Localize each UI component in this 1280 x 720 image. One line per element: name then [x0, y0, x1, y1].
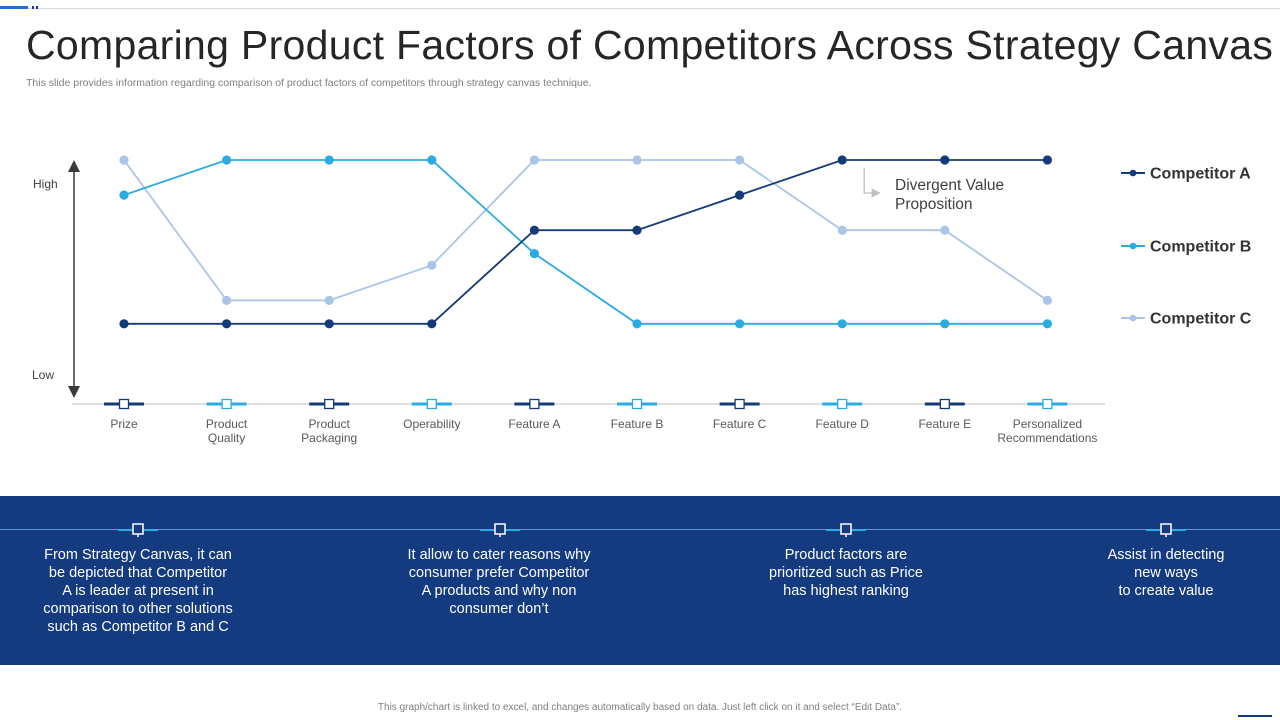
data-point — [632, 319, 642, 329]
legend-swatch-dot — [1129, 242, 1137, 250]
data-point — [324, 155, 334, 165]
x-tick-label: Feature B — [611, 417, 664, 431]
x-tick-marker-box — [734, 398, 745, 410]
x-tick-marker-box — [939, 398, 950, 410]
data-point — [324, 295, 334, 305]
data-point — [529, 155, 540, 165]
legend-swatch-dot — [1129, 314, 1137, 322]
x-tick-label: Feature A — [508, 417, 560, 431]
x-tick-label: Prize — [110, 417, 138, 431]
data-point — [427, 319, 437, 329]
legend-label: Competitor B — [1150, 239, 1251, 256]
insight-note: It allow to cater reasons why consumer p… — [407, 547, 591, 617]
data-point — [837, 319, 847, 329]
page-subtitle: This slide provides information regardin… — [26, 77, 592, 89]
data-point — [940, 225, 950, 235]
insight-note: Product factors are prioritized such as … — [769, 547, 923, 599]
insights-band: From Strategy Canvas, it can be depicted… — [0, 496, 1280, 665]
annotation-arrow — [863, 168, 881, 198]
connector-icon — [826, 523, 866, 537]
x-tick-label: Packaging — [301, 431, 357, 445]
legend-swatch-dot — [1129, 169, 1137, 177]
data-point — [940, 155, 950, 165]
page-title: Comparing Product Factors of Competitors… — [26, 22, 1274, 68]
x-tick-label: Product — [309, 417, 351, 431]
data-point — [940, 319, 950, 329]
connector-icon — [118, 523, 158, 537]
connector-icon — [480, 523, 520, 537]
x-tick-label: Quality — [208, 431, 245, 445]
data-point — [837, 225, 847, 235]
data-point — [119, 155, 129, 165]
data-point — [222, 319, 232, 329]
x-tick-label: Product — [206, 417, 248, 431]
x-tick-label: Recommendations — [997, 431, 1097, 445]
data-point — [1042, 155, 1052, 165]
legend-label: Competitor A — [1150, 166, 1251, 183]
insight-note: Assist in detecting new ways to create v… — [1107, 547, 1225, 599]
data-point — [222, 155, 232, 165]
x-tick-label: Operability — [403, 417, 460, 431]
x-tick-marker-box — [529, 398, 540, 410]
data-point — [735, 319, 745, 329]
x-tick-label: Feature E — [918, 417, 971, 431]
x-tick-marker-box — [221, 398, 232, 410]
connector-icon — [1146, 523, 1186, 537]
data-point — [1042, 295, 1052, 305]
x-tick-marker-box — [1042, 398, 1053, 410]
data-point — [735, 155, 745, 165]
data-point — [427, 155, 437, 165]
data-point — [119, 190, 129, 200]
x-tick-marker-box — [426, 398, 437, 410]
x-tick-label: Feature D — [816, 417, 870, 431]
data-point — [324, 319, 334, 329]
data-point — [735, 190, 745, 200]
series-line — [124, 159, 1048, 325]
data-point — [632, 155, 642, 165]
data-point — [529, 249, 540, 259]
data-point — [222, 295, 232, 305]
corner-accent — [1238, 715, 1272, 717]
annotation-label: Divergent Value — [895, 177, 1004, 194]
annotation-label: Proposition — [895, 196, 973, 213]
y-label-high: High — [33, 177, 58, 191]
insight-note: From Strategy Canvas, it can be depicted… — [43, 547, 233, 635]
x-tick-marker-box — [837, 398, 848, 410]
data-point — [119, 319, 129, 329]
top-accent-mark — [32, 6, 34, 9]
x-tick-label: Feature C — [713, 417, 767, 431]
top-accent-bar — [0, 6, 28, 9]
x-tick-marker-box — [118, 398, 130, 410]
data-point — [1042, 319, 1052, 329]
series-line — [123, 159, 1048, 325]
x-tick-label: Personalized — [1013, 417, 1082, 431]
x-tick-marker-box — [631, 398, 643, 410]
series-line — [123, 159, 1048, 302]
data-point — [529, 225, 540, 235]
footer-note: This graph/chart is linked to excel, and… — [377, 702, 903, 713]
data-point — [837, 155, 847, 165]
data-point — [427, 260, 437, 270]
x-tick-marker-box — [324, 398, 335, 410]
data-point — [632, 225, 642, 235]
legend-label: Competitor C — [1150, 311, 1252, 328]
insights-band-rule — [0, 529, 1280, 530]
top-accent-mark — [36, 6, 38, 9]
top-rule — [0, 8, 1280, 9]
y-label-low: Low — [32, 368, 54, 382]
